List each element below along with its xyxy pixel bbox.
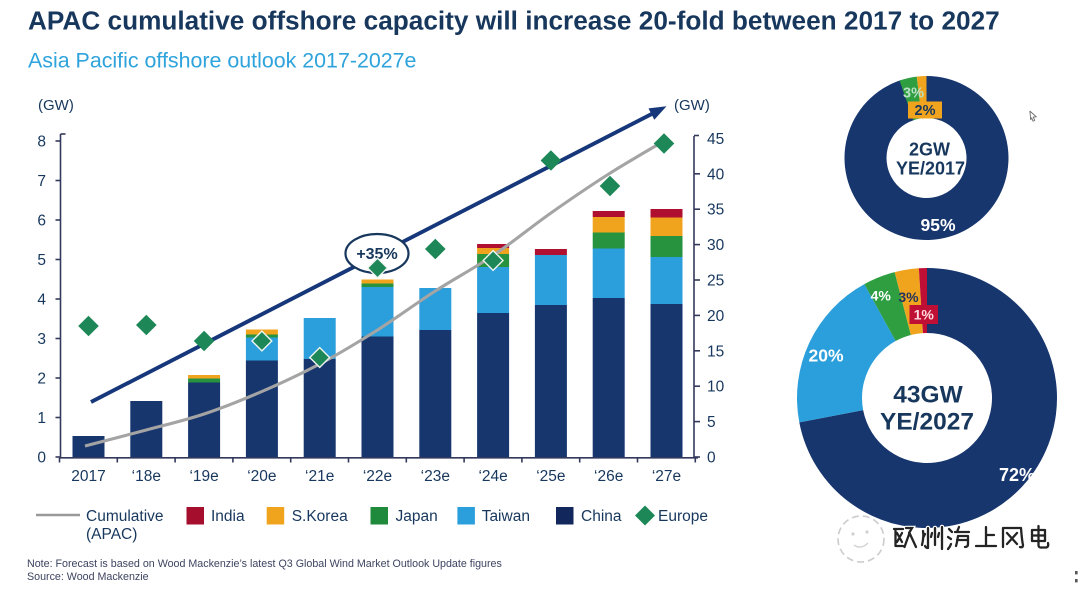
svg-text:1: 1 xyxy=(37,410,46,427)
svg-text:40: 40 xyxy=(707,166,725,183)
svg-text:‘20e: ‘20e xyxy=(247,468,276,485)
svg-text:1%: 1% xyxy=(914,306,935,322)
svg-text:4%: 4% xyxy=(871,288,892,304)
svg-text:‘22e: ‘22e xyxy=(363,468,392,485)
svg-text:2: 2 xyxy=(37,371,46,388)
svg-text:3%: 3% xyxy=(903,86,924,102)
svg-text:Cumulative: Cumulative xyxy=(86,508,164,525)
svg-text:S.Korea: S.Korea xyxy=(292,508,348,525)
svg-text:15: 15 xyxy=(707,343,724,360)
svg-text:(GW): (GW) xyxy=(674,97,710,114)
svg-text:5: 5 xyxy=(37,252,46,269)
svg-text:5: 5 xyxy=(707,414,716,431)
svg-text:Note: Forecast is based on Woo: Note: Forecast is based on Wood Mackenzi… xyxy=(27,558,502,570)
svg-text:72%: 72% xyxy=(999,465,1035,485)
svg-text:India: India xyxy=(211,508,245,525)
svg-text:7: 7 xyxy=(37,173,46,190)
svg-text:Japan: Japan xyxy=(396,508,438,525)
svg-text:(GW): (GW) xyxy=(38,97,74,114)
svg-text:‘26e: ‘26e xyxy=(594,468,623,485)
svg-text:43GW: 43GW xyxy=(893,382,963,409)
svg-text:(APAC): (APAC) xyxy=(86,526,137,543)
svg-text:China: China xyxy=(581,508,622,525)
svg-text:‘23e: ‘23e xyxy=(421,468,450,485)
svg-text:45: 45 xyxy=(707,131,724,148)
svg-text:APAC cumulative offshore capac: APAC cumulative offshore capacity will i… xyxy=(28,6,1000,36)
svg-text:2%: 2% xyxy=(915,103,936,119)
svg-text:Asia Pacific offshore outlook: Asia Pacific offshore outlook 2017-2027e xyxy=(28,49,416,73)
svg-text:‘18e: ‘18e xyxy=(132,468,161,485)
svg-text:2017: 2017 xyxy=(71,468,105,485)
svg-text:35: 35 xyxy=(707,202,724,219)
svg-text:+35%: +35% xyxy=(356,246,397,263)
svg-text:4: 4 xyxy=(37,292,46,309)
svg-text:6: 6 xyxy=(37,213,46,230)
svg-text:0: 0 xyxy=(707,450,716,467)
svg-text:‘21e: ‘21e xyxy=(305,468,334,485)
svg-text:YE/2027: YE/2027 xyxy=(880,409,974,436)
svg-text:25: 25 xyxy=(707,273,724,290)
svg-text:95%: 95% xyxy=(920,215,955,235)
svg-text:‘27e: ‘27e xyxy=(652,468,681,485)
svg-text:2GW: 2GW xyxy=(909,140,950,160)
svg-text:Source: Wood Mackenzie: Source: Wood Mackenzie xyxy=(27,571,149,583)
svg-text:3: 3 xyxy=(37,331,46,348)
svg-text:‘25e: ‘25e xyxy=(536,468,565,485)
svg-text:YE/2017: YE/2017 xyxy=(896,159,965,179)
svg-text:Europe: Europe xyxy=(658,508,708,525)
svg-text:10: 10 xyxy=(707,379,725,396)
svg-text:20: 20 xyxy=(707,308,725,325)
svg-text:Taiwan: Taiwan xyxy=(482,508,530,525)
svg-text:3%: 3% xyxy=(898,289,919,305)
svg-text:8: 8 xyxy=(37,134,46,151)
svg-text:0: 0 xyxy=(37,450,46,467)
svg-text:20%: 20% xyxy=(808,346,843,366)
svg-text:‘24e: ‘24e xyxy=(478,468,507,485)
svg-text:‘19e: ‘19e xyxy=(189,468,218,485)
svg-text:30: 30 xyxy=(707,237,725,254)
